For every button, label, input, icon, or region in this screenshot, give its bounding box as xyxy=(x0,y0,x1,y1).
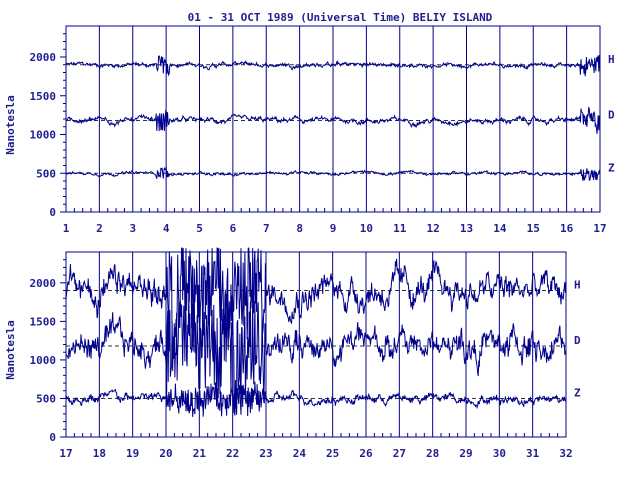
x-tick-label: 24 xyxy=(293,447,307,460)
x-tick-label: 21 xyxy=(193,447,207,460)
x-tick-label: 1 xyxy=(63,222,70,235)
x-tick-label: 17 xyxy=(59,447,72,460)
x-tick-label: 26 xyxy=(359,447,373,460)
x-tick-label: 9 xyxy=(330,222,337,235)
y-tick-label: 2000 xyxy=(30,51,57,64)
y-tick-label: 0 xyxy=(49,431,56,444)
series-label-D: D xyxy=(608,109,615,122)
x-tick-label: 23 xyxy=(259,447,272,460)
x-tick-label: 11 xyxy=(393,222,407,235)
series-line-H xyxy=(65,247,567,355)
y-axis-label-top: Nanotesla xyxy=(4,95,17,155)
x-tick-label: 17 xyxy=(593,222,606,235)
x-tick-label: 30 xyxy=(493,447,506,460)
x-tick-label: 14 xyxy=(493,222,507,235)
y-tick-label: 1500 xyxy=(30,90,57,103)
series-line-D xyxy=(65,107,601,134)
x-tick-label: 13 xyxy=(460,222,473,235)
x-tick-label: 19 xyxy=(126,447,139,460)
x-tick-label: 22 xyxy=(226,447,239,460)
x-tick-label: 3 xyxy=(129,222,136,235)
y-tick-label: 500 xyxy=(36,392,56,405)
series-line-Z xyxy=(65,381,567,417)
y-tick-label: 0 xyxy=(49,206,56,219)
series-label-H: H xyxy=(574,279,581,292)
x-tick-label: 4 xyxy=(163,222,170,235)
x-tick-label: 2 xyxy=(96,222,103,235)
x-tick-label: 25 xyxy=(326,447,339,460)
x-tick-label: 12 xyxy=(427,222,440,235)
series-label-Z: Z xyxy=(574,386,581,399)
x-tick-label: 16 xyxy=(560,222,574,235)
y-tick-label: 1500 xyxy=(30,315,57,328)
y-tick-label: 1000 xyxy=(30,354,57,367)
x-tick-label: 5 xyxy=(196,222,203,235)
x-tick-label: 15 xyxy=(527,222,540,235)
y-axis-label-bottom: Nanotesla xyxy=(4,320,17,380)
panel-2: 17 18 19 20 21 22 23 24 25 26 27 28 29 30 31 32 0 500 1000… xyxy=(30,247,581,460)
series-label-Z: Z xyxy=(608,161,615,174)
x-tick-label: 8 xyxy=(296,222,303,235)
series-line-D xyxy=(65,280,567,416)
series-label-D: D xyxy=(574,334,581,347)
series-line-H xyxy=(65,54,601,77)
panel-1: 1 2 3 4 5 6 7 8 9 10 11 12 13 14 15 16 17050010001500200… xyxy=(30,25,615,235)
x-tick-label: 32 xyxy=(559,447,572,460)
x-tick-label: 18 xyxy=(93,447,106,460)
x-tick-label: 10 xyxy=(360,222,373,235)
x-tick-label: 28 xyxy=(426,447,439,460)
x-tick-label: 7 xyxy=(263,222,270,235)
plot-frame xyxy=(65,251,567,438)
x-tick-label: 29 xyxy=(459,447,472,460)
x-tick-label: 31 xyxy=(526,447,540,460)
series-label-H: H xyxy=(608,53,615,66)
x-tick-label: 6 xyxy=(230,222,237,235)
x-tick-label: 20 xyxy=(159,447,172,460)
y-tick-label: 500 xyxy=(36,167,56,180)
y-tick-label: 2000 xyxy=(30,277,57,290)
series-line-Z xyxy=(65,166,601,181)
chart-title: 01 - 31 OCT 1989 (Universal Time) BELIY … xyxy=(188,11,493,24)
x-tick-label: 27 xyxy=(393,447,406,460)
y-tick-label: 1000 xyxy=(30,129,57,142)
